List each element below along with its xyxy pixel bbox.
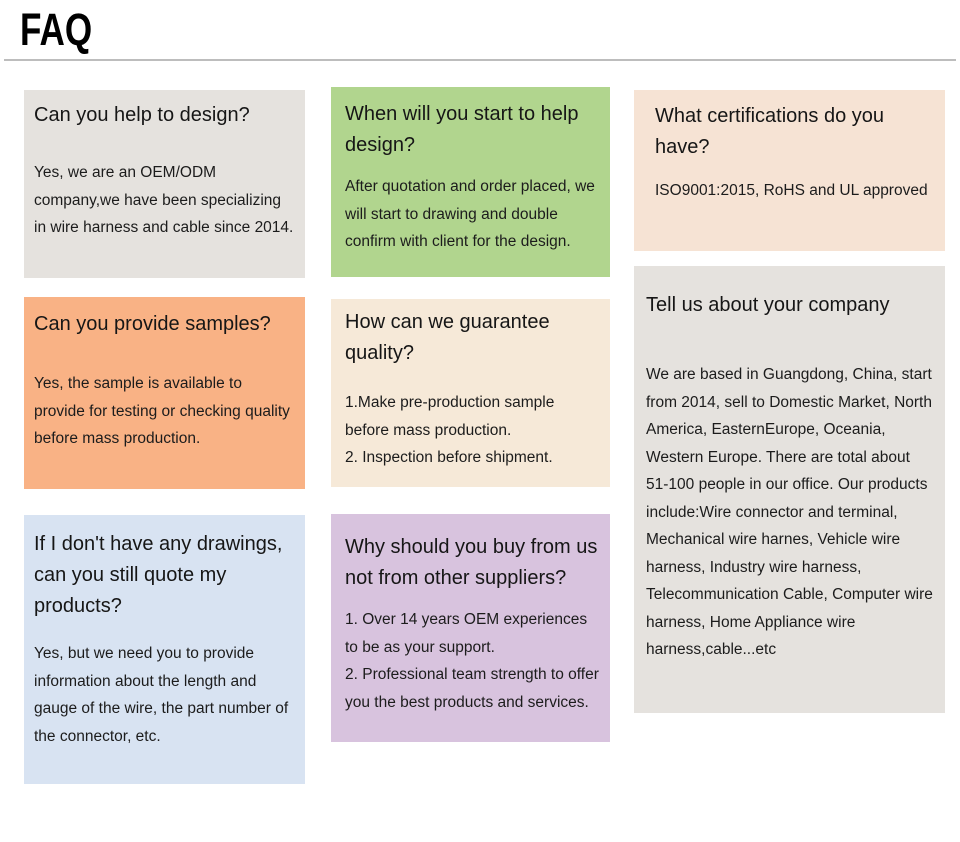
faq-answer-text: Yes, we are an OEM/ODM company,we have b…	[34, 164, 294, 236]
faq-card-quality: How can we guarantee quality? 1.Make pre…	[331, 299, 610, 487]
faq-answer-text: 1.Make pre-production sample before mass…	[345, 394, 555, 439]
faq-answer-text: 2. Professional team strength to offer y…	[345, 666, 599, 711]
faq-answer: After quotation and order placed, we wil…	[345, 173, 598, 256]
faq-answer: Yes, but we need you to provide informat…	[34, 640, 297, 750]
faq-question: How can we guarantee quality?	[345, 311, 550, 364]
faq-answer-text: 2. Inspection before shipment.	[345, 449, 553, 466]
faq-answer: 1.Make pre-production sample before mass…	[345, 389, 602, 472]
faq-answer-text: Yes, but we need you to provide informat…	[34, 645, 289, 745]
faq-answer-text: After quotation and order placed, we wil…	[345, 178, 595, 250]
faq-question: Can you provide samples?	[34, 313, 271, 335]
faq-answer: 1. Over 14 years OEM experiences to be a…	[345, 606, 600, 716]
faq-answer: Yes, the sample is available to provide …	[34, 370, 297, 453]
faq-card-samples: Can you provide samples? Yes, the sample…	[24, 297, 305, 489]
faq-answer-text: We are based in Guangdong, China, start …	[646, 366, 933, 658]
faq-card-why-us: Why should you buy from us not from othe…	[331, 514, 610, 742]
page-title: FAQ	[20, 4, 93, 55]
faq-answer-text: ISO9001:2015, RoHS and UL approved	[655, 182, 928, 199]
faq-card-start-design: When will you start to help design? Afte…	[331, 87, 610, 277]
faq-answer: We are based in Guangdong, China, start …	[646, 361, 933, 664]
faq-answer: Yes, we are an OEM/ODM company,we have b…	[34, 159, 295, 242]
faq-answer-text: 1. Over 14 years OEM experiences to be a…	[345, 611, 588, 656]
faq-question: Can you help to design?	[34, 104, 250, 126]
header-divider	[4, 59, 956, 61]
faq-question: Tell us about your company	[646, 294, 890, 316]
faq-card-no-drawings: If I don't have any drawings, can you st…	[24, 515, 305, 784]
faq-answer-text: Yes, the sample is available to provide …	[34, 375, 290, 447]
faq-card-company: Tell us about your company We are based …	[634, 266, 945, 713]
faq-answer: ISO9001:2015, RoHS and UL approved	[655, 177, 933, 205]
faq-card-design-help: Can you help to design? Yes, we are an O…	[24, 90, 305, 278]
faq-question: If I don't have any drawings, can you st…	[34, 533, 283, 617]
faq-question: Why should you buy from us not from othe…	[345, 536, 598, 589]
faq-question: When will you start to help design?	[345, 103, 579, 156]
faq-card-certifications: What certifications do you have? ISO9001…	[634, 90, 945, 251]
faq-question: What certifications do you have?	[655, 105, 884, 158]
